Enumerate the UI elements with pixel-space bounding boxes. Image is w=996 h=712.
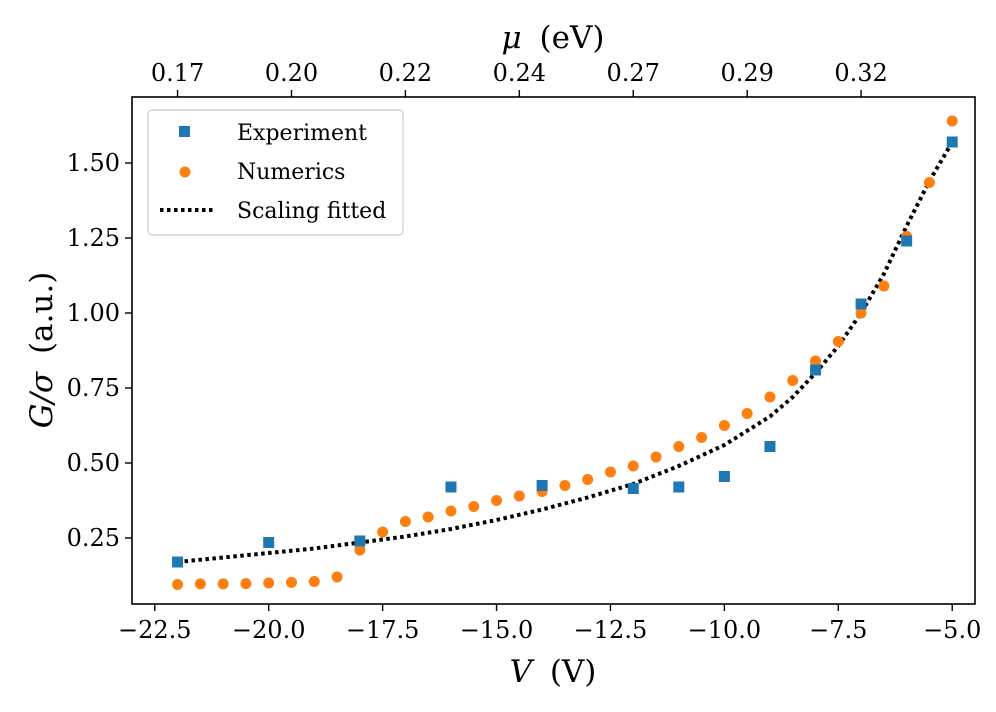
numerics-point: [627, 460, 639, 472]
experiment-point: [764, 441, 776, 452]
experiment-point: [901, 235, 913, 247]
top-axis-variable: μ: [502, 20, 522, 56]
experiment-point: [855, 298, 867, 310]
numerics-point: [491, 495, 503, 506]
top-axis-title: μ (eV): [502, 20, 605, 56]
numerics-point: [240, 578, 252, 590]
x-tick-label: −12.5: [574, 616, 648, 644]
experiment-point: [263, 537, 275, 548]
numerics-point: [263, 577, 275, 589]
top-x-axis: 0.17 0.20 0.22 0.24 0.27 0.29 0.32: [151, 59, 888, 97]
experiment-point: [536, 480, 548, 491]
numerics-point: [331, 571, 343, 583]
numerics-point: [673, 441, 685, 452]
y-tick-label: 1.00: [67, 299, 120, 327]
numerics-point: [832, 336, 844, 347]
experiment-point: [445, 481, 457, 493]
numerics-point: [855, 307, 867, 319]
top-axis-unit: (eV): [540, 20, 605, 56]
numerics-point: [285, 576, 297, 588]
legend-label-scaling-fitted: Scaling fitted: [237, 199, 386, 224]
x-tick-label: −5.0: [923, 616, 981, 644]
numerics-point: [194, 578, 206, 590]
experiment-point: [673, 481, 685, 493]
numerics-point: [604, 466, 616, 478]
top-tick-label: 0.17: [151, 59, 204, 87]
x-tick-label: −17.5: [346, 616, 420, 644]
x-tick-label: −7.5: [809, 616, 867, 644]
numerics-point: [764, 391, 776, 403]
numerics-point: [696, 432, 708, 443]
numerics-point: [741, 408, 753, 419]
numerics-point: [650, 451, 662, 463]
y-axis: 0.25 0.50 0.75 1.00 1.25 1.50: [67, 149, 132, 552]
numerics-point: [354, 544, 366, 556]
numerics-point: [308, 576, 320, 587]
experiment-point: [627, 483, 639, 494]
legend-marker-numerics: [179, 166, 191, 178]
numerics-point: [718, 420, 730, 431]
numerics-point: [582, 474, 594, 485]
experiment-point: [354, 535, 366, 547]
top-tick-label: 0.22: [379, 59, 432, 87]
y-tick-label: 1.50: [67, 149, 120, 177]
x-tick-label: −22.5: [118, 616, 192, 644]
legend-marker-experiment: [179, 126, 190, 137]
y-tick-label: 0.50: [67, 449, 120, 477]
numerics-point: [559, 480, 571, 491]
experiment-point: [718, 471, 730, 482]
y-tick-label: 0.25: [67, 524, 120, 552]
numerics-point: [923, 177, 935, 188]
experiment-point: [810, 364, 822, 376]
x-tick-label: −10.0: [688, 616, 762, 644]
numerics-point: [513, 490, 525, 502]
scaling-fitted-line: [177, 140, 954, 564]
y-tick-label: 0.75: [67, 374, 120, 402]
experiment-point: [172, 556, 184, 568]
plot-frame: [131, 96, 976, 605]
legend-label-experiment: Experiment: [237, 121, 367, 146]
top-tick-label: 0.32: [834, 59, 887, 87]
numerics-point: [878, 280, 890, 292]
y-axis-title: G/σ (a.u.): [24, 272, 60, 429]
numerics-point: [946, 115, 958, 127]
x-tick-label: −20.0: [232, 616, 306, 644]
top-tick-label: 0.20: [265, 59, 318, 87]
legend: Experiment Numerics Scaling fitted: [147, 109, 404, 236]
numerics-point: [445, 505, 457, 517]
bottom-x-axis: −22.5 −20.0 −17.5 −15.0 −12.5 −10.0 −7.5 −5.0: [118, 604, 981, 644]
numerics-point: [377, 526, 389, 538]
numerics-point: [787, 375, 799, 386]
top-tick-label: 0.27: [607, 59, 660, 87]
numerics-point: [399, 516, 411, 527]
x-axis-variable: V: [510, 654, 536, 690]
numerics-point: [172, 579, 184, 590]
numerics-point: [810, 355, 822, 367]
x-axis-unit: (V): [550, 654, 597, 690]
y-axis-unit: (a.u.): [24, 272, 60, 354]
numerics-point: [422, 511, 434, 523]
y-axis-variable: G/σ: [24, 371, 60, 428]
x-tick-label: −15.0: [460, 616, 534, 644]
legend-box: [147, 109, 404, 236]
data-marks: [172, 115, 958, 590]
numerics-point: [468, 501, 480, 512]
legend-label-numerics: Numerics: [237, 160, 345, 185]
top-tick-label: 0.29: [720, 59, 773, 87]
top-tick-label: 0.24: [493, 59, 546, 87]
numerics-point: [217, 578, 229, 590]
experiment-point: [946, 136, 958, 148]
x-axis-title: V (V): [510, 654, 597, 690]
y-tick-label: 1.25: [67, 224, 120, 252]
